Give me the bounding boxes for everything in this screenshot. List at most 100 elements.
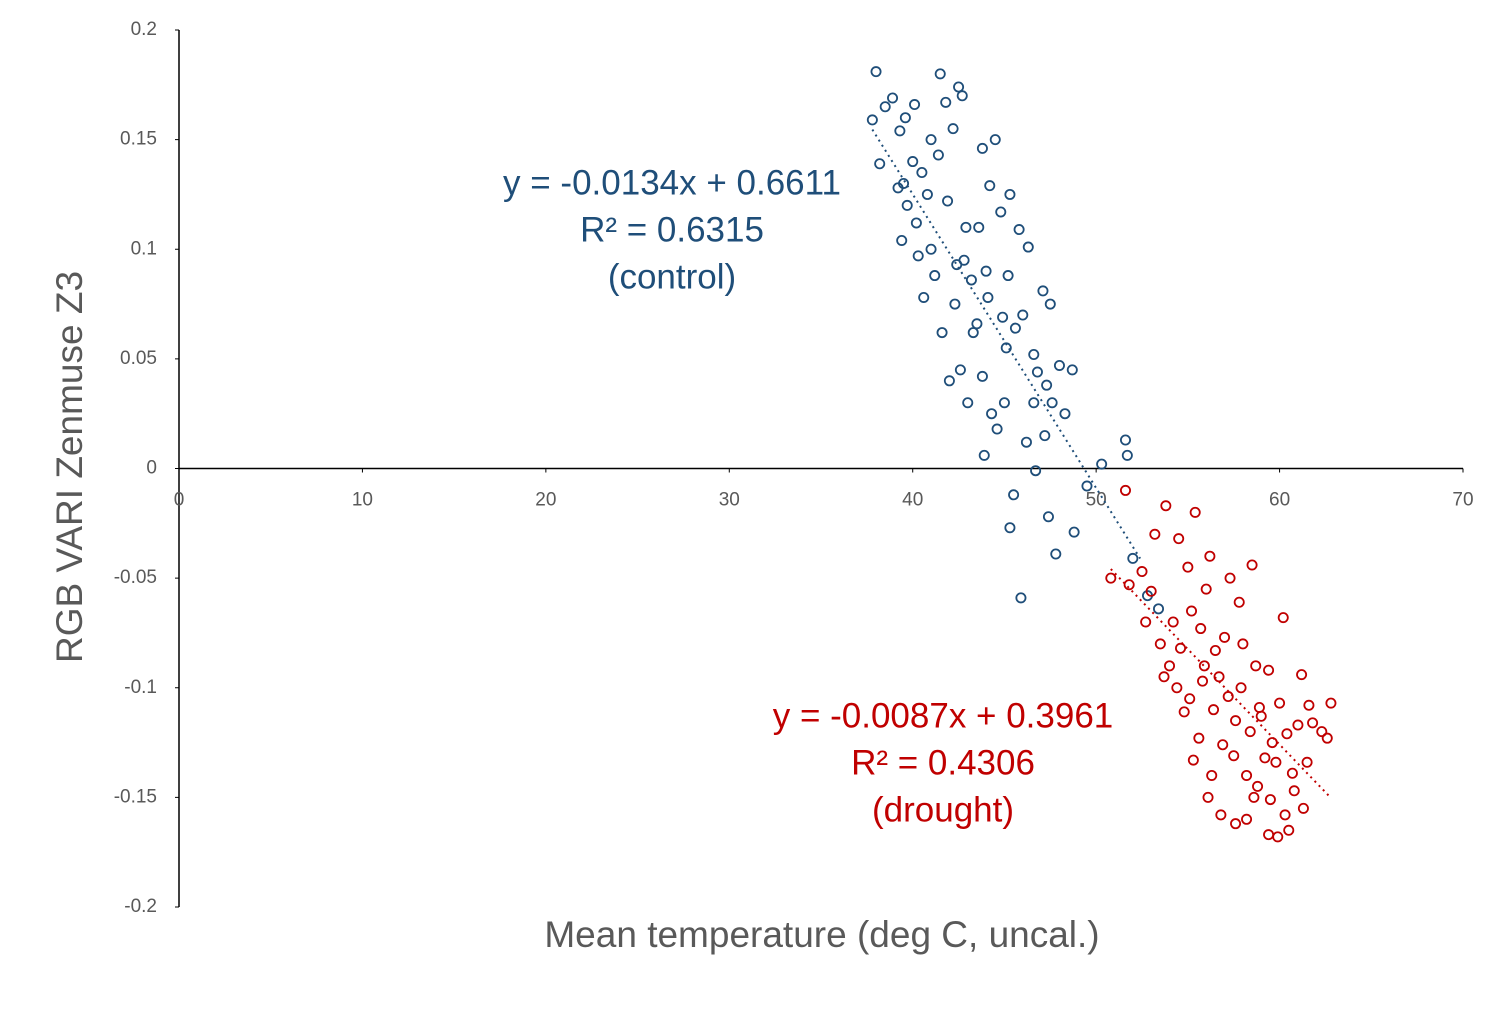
point — [887, 92, 899, 104]
point — [1186, 605, 1198, 617]
x-tick-label: 40 — [902, 490, 923, 511]
point — [982, 291, 994, 303]
point — [1297, 802, 1309, 814]
point — [960, 221, 972, 233]
point — [967, 327, 979, 339]
x-axis-title: Mean temperature (deg C, uncal.) — [544, 914, 1099, 955]
y-tick-label: 0.2 — [131, 19, 157, 40]
point — [1213, 671, 1225, 683]
point — [1259, 752, 1271, 764]
point — [929, 270, 941, 282]
point — [965, 274, 977, 286]
point — [921, 188, 933, 200]
point — [870, 66, 882, 78]
x-tick-label: 70 — [1452, 490, 1473, 511]
point — [1059, 408, 1071, 420]
point — [1187, 754, 1199, 766]
point — [1325, 697, 1337, 709]
point — [949, 298, 961, 310]
point — [1197, 675, 1209, 687]
point — [1321, 732, 1333, 744]
point — [940, 96, 952, 108]
point — [1292, 719, 1304, 731]
point — [942, 195, 954, 207]
point — [1264, 794, 1276, 806]
point — [910, 217, 922, 229]
point — [1028, 348, 1040, 360]
point — [1167, 616, 1179, 628]
point — [1145, 585, 1157, 597]
point — [986, 408, 998, 420]
point — [879, 101, 891, 113]
annotation: y = -0.0134x + 0.6611 — [503, 163, 841, 202]
point — [1046, 397, 1058, 409]
point — [916, 167, 928, 179]
point — [1042, 511, 1054, 523]
point — [1241, 769, 1253, 781]
point — [1307, 717, 1319, 729]
point — [1252, 780, 1264, 792]
point — [1277, 612, 1289, 624]
point — [1028, 397, 1040, 409]
point — [1153, 603, 1165, 615]
point — [1235, 682, 1247, 694]
point — [1175, 642, 1187, 654]
x-tick-label: 50 — [1086, 490, 1107, 511]
y-tick-label: -0.05 — [114, 567, 157, 588]
point — [1288, 785, 1300, 797]
point — [1182, 561, 1194, 573]
point — [1281, 728, 1293, 740]
y-tick-label: -0.2 — [124, 896, 157, 917]
trendline — [1110, 568, 1332, 799]
y-tick-label: 0.05 — [120, 348, 157, 369]
y-tick-label: 0.15 — [120, 129, 157, 150]
point — [1068, 526, 1080, 538]
point — [1198, 660, 1210, 672]
y-tick-label: 0.1 — [131, 238, 157, 259]
point — [1209, 644, 1221, 656]
annotation: R² = 0.6315 — [580, 210, 764, 249]
point — [956, 90, 968, 102]
point — [1020, 436, 1032, 448]
point — [978, 449, 990, 461]
point — [1204, 550, 1216, 562]
point — [1248, 791, 1260, 803]
annotation: y = -0.0087x + 0.3961 — [773, 696, 1114, 735]
point — [1193, 732, 1205, 744]
point — [907, 156, 919, 168]
point — [1149, 528, 1161, 540]
point — [1041, 379, 1053, 391]
point — [1140, 616, 1152, 628]
point — [1316, 726, 1328, 738]
point — [1050, 548, 1062, 560]
annotation: R² = 0.4306 — [851, 743, 1035, 782]
point — [989, 134, 1001, 146]
point — [874, 158, 886, 170]
point — [1206, 769, 1218, 781]
point — [1053, 359, 1065, 371]
point — [1173, 533, 1185, 545]
point — [1184, 693, 1196, 705]
point — [1119, 484, 1131, 496]
point — [1119, 434, 1131, 446]
point — [1154, 638, 1166, 650]
point — [899, 112, 911, 124]
trendline — [871, 129, 1142, 560]
point — [1178, 706, 1190, 718]
point — [1081, 480, 1093, 492]
point — [1002, 270, 1014, 282]
point — [1171, 682, 1183, 694]
point — [1096, 458, 1108, 470]
point — [1217, 739, 1229, 751]
point — [1200, 583, 1212, 595]
point — [951, 259, 963, 271]
x-tick-label: 20 — [535, 490, 556, 511]
point — [918, 291, 930, 303]
point — [1246, 559, 1258, 571]
y-tick-label: -0.1 — [124, 677, 157, 698]
point — [892, 182, 904, 194]
point — [1164, 660, 1176, 672]
point — [1219, 631, 1231, 643]
point — [1228, 750, 1240, 762]
point — [1270, 756, 1282, 768]
